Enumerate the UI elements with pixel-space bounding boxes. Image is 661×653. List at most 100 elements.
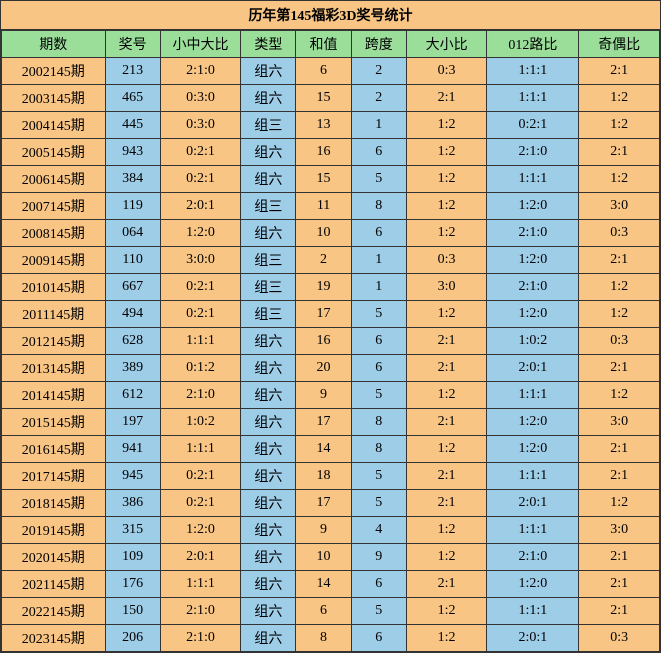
cell: 组六 xyxy=(241,571,296,598)
cell: 1:2:0 xyxy=(487,436,579,463)
cell: 2:1 xyxy=(406,571,487,598)
cell: 组三 xyxy=(241,274,296,301)
table-row: 2005145期9430:2:1组六1661:22:1:02:1 xyxy=(2,139,660,166)
cell: 2019145期 xyxy=(2,517,106,544)
cell: 2:1 xyxy=(406,463,487,490)
cell: 945 xyxy=(105,463,160,490)
cell: 1:1:1 xyxy=(487,85,579,112)
table-row: 2006145期3840:2:1组六1551:21:1:11:2 xyxy=(2,166,660,193)
cell: 2014145期 xyxy=(2,382,106,409)
table-row: 2007145期1192:0:1组三1181:21:2:03:0 xyxy=(2,193,660,220)
col-span: 跨度 xyxy=(351,31,406,58)
cell: 2:0:1 xyxy=(160,193,241,220)
cell: 2:1 xyxy=(579,139,660,166)
cell: 20 xyxy=(296,355,351,382)
cell: 386 xyxy=(105,490,160,517)
cell: 2:1 xyxy=(406,355,487,382)
cell: 17 xyxy=(296,409,351,436)
cell: 1:2 xyxy=(406,112,487,139)
cell: 2:1 xyxy=(579,463,660,490)
cell: 1:2 xyxy=(579,85,660,112)
cell: 2004145期 xyxy=(2,112,106,139)
cell: 14 xyxy=(296,571,351,598)
cell: 1:2 xyxy=(406,220,487,247)
col-oddeven: 奇偶比 xyxy=(579,31,660,58)
cell: 组三 xyxy=(241,193,296,220)
table-row: 2016145期9411:1:1组六1481:21:2:02:1 xyxy=(2,436,660,463)
cell: 1:2:0 xyxy=(487,409,579,436)
cell: 150 xyxy=(105,598,160,625)
cell: 2:0:1 xyxy=(487,355,579,382)
cell: 2:1 xyxy=(579,247,660,274)
cell: 组六 xyxy=(241,625,296,652)
cell: 1:2 xyxy=(406,517,487,544)
cell: 2020145期 xyxy=(2,544,106,571)
cell: 1:2 xyxy=(406,139,487,166)
table-head: 期数 奖号 小中大比 类型 和值 跨度 大小比 012路比 奇偶比 xyxy=(2,31,660,58)
cell: 1:2 xyxy=(579,112,660,139)
cell: 2:0:1 xyxy=(487,625,579,652)
cell: 6 xyxy=(351,328,406,355)
cell: 1:2:0 xyxy=(160,517,241,544)
cell: 943 xyxy=(105,139,160,166)
cell: 1:1:1 xyxy=(487,58,579,85)
cell: 0:2:1 xyxy=(160,166,241,193)
cell: 8 xyxy=(351,193,406,220)
cell: 1:2:0 xyxy=(487,301,579,328)
cell: 612 xyxy=(105,382,160,409)
cell: 2:1 xyxy=(579,58,660,85)
cell: 2007145期 xyxy=(2,193,106,220)
cell: 1:2:0 xyxy=(487,193,579,220)
table-row: 2021145期1761:1:1组六1462:11:2:02:1 xyxy=(2,571,660,598)
cell: 2011145期 xyxy=(2,301,106,328)
cell: 494 xyxy=(105,301,160,328)
cell: 2:1 xyxy=(406,490,487,517)
cell: 10 xyxy=(296,544,351,571)
cell: 5 xyxy=(351,166,406,193)
cell: 2:1 xyxy=(406,328,487,355)
cell: 组六 xyxy=(241,355,296,382)
cell: 19 xyxy=(296,274,351,301)
cell: 10 xyxy=(296,220,351,247)
cell: 3:0:0 xyxy=(160,247,241,274)
cell: 1:2 xyxy=(579,166,660,193)
cell: 2013145期 xyxy=(2,355,106,382)
cell: 445 xyxy=(105,112,160,139)
cell: 16 xyxy=(296,139,351,166)
cell: 组六 xyxy=(241,166,296,193)
cell: 1 xyxy=(351,274,406,301)
cell: 0:3:0 xyxy=(160,85,241,112)
table-container: 历年第145福彩3D奖号统计 期数 奖号 小中大比 类型 和值 跨度 大小比 0… xyxy=(0,0,661,653)
cell: 0:2:1 xyxy=(160,463,241,490)
cell: 2 xyxy=(351,85,406,112)
cell: 6 xyxy=(351,139,406,166)
cell: 16 xyxy=(296,328,351,355)
cell: 17 xyxy=(296,301,351,328)
cell: 2 xyxy=(296,247,351,274)
cell: 3:0 xyxy=(579,409,660,436)
col-period: 期数 xyxy=(2,31,106,58)
cell: 5 xyxy=(351,463,406,490)
cell: 1:1:1 xyxy=(487,463,579,490)
cell: 0:3:0 xyxy=(160,112,241,139)
cell: 组六 xyxy=(241,85,296,112)
cell: 176 xyxy=(105,571,160,598)
cell: 2016145期 xyxy=(2,436,106,463)
cell: 1 xyxy=(351,247,406,274)
cell: 8 xyxy=(351,409,406,436)
cell: 1:1:1 xyxy=(160,436,241,463)
cell: 2023145期 xyxy=(2,625,106,652)
cell: 2:0:1 xyxy=(160,544,241,571)
cell: 1:2 xyxy=(406,193,487,220)
cell: 4 xyxy=(351,517,406,544)
cell: 2:1:0 xyxy=(487,274,579,301)
cell: 206 xyxy=(105,625,160,652)
cell: 5 xyxy=(351,301,406,328)
cell: 14 xyxy=(296,436,351,463)
cell: 1:2 xyxy=(406,436,487,463)
cell: 1:2 xyxy=(579,301,660,328)
cell: 2:1:0 xyxy=(487,220,579,247)
table-row: 2009145期1103:0:0组三210:31:2:02:1 xyxy=(2,247,660,274)
cell: 465 xyxy=(105,85,160,112)
cell: 2:1 xyxy=(579,544,660,571)
